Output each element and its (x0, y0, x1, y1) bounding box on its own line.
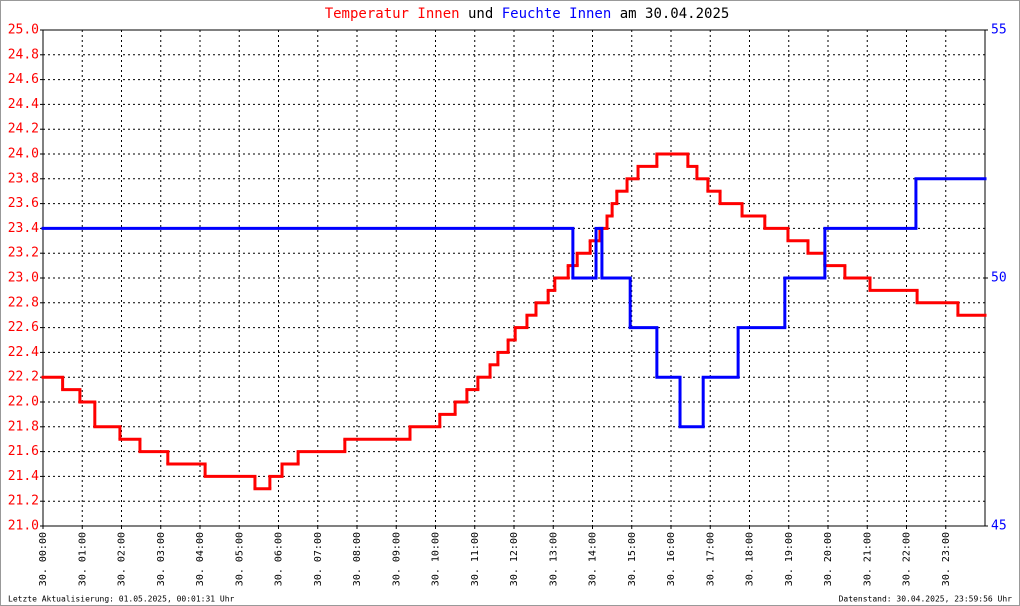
x-tick-label: 30. 00:00 (38, 532, 49, 586)
x-tick-label: 30. 23:00 (941, 532, 952, 586)
x-tick-label: 30. 12:00 (509, 532, 520, 586)
footer-left: Letzte Aktualisierung: 01.05.2025, 00:01… (8, 595, 235, 604)
y-tick-label: 21.2 (8, 494, 39, 509)
x-tick-label: 30. 16:00 (666, 532, 677, 586)
y2-tick-label: 45 (991, 519, 1007, 534)
x-tick-label: 30. 07:00 (313, 532, 324, 586)
x-tick-label: 30. 22:00 (902, 532, 913, 586)
footer-right: Datenstand: 30.04.2025, 23:59:56 Uhr (839, 595, 1013, 604)
y-tick-label: 22.2 (8, 370, 39, 385)
title-part: am 30.04.2025 (620, 6, 730, 22)
x-tick-label: 30. 18:00 (745, 532, 756, 586)
x-tick-label: 30. 06:00 (274, 532, 285, 586)
x-tick-label: 30. 11:00 (470, 532, 481, 586)
x-tick-label: 30. 21:00 (862, 532, 873, 586)
x-tick-label: 30. 01:00 (77, 532, 88, 586)
y-tick-label: 22.8 (8, 295, 39, 310)
y-tick-label: 23.2 (8, 246, 39, 261)
x-tick-label: 30. 14:00 (588, 532, 599, 586)
y-tick-label: 24.6 (8, 72, 39, 87)
y-tick-label: 24.8 (8, 47, 39, 62)
x-tick-label: 30. 13:00 (548, 532, 559, 586)
y-tick-label: 24.2 (8, 122, 39, 137)
x-tick-label: 30. 02:00 (117, 532, 128, 586)
y-tick-label: 23.8 (8, 171, 39, 186)
x-tick-label: 30. 15:00 (627, 532, 638, 586)
title-part: Feuchte Innen (502, 6, 612, 22)
y-tick-label: 24.0 (8, 147, 39, 162)
y-tick-label: 21.4 (8, 469, 39, 484)
x-tick-label: 30. 19:00 (784, 532, 795, 586)
y-tick-label: 22.4 (8, 345, 39, 360)
y-tick-label: 22.0 (8, 395, 39, 410)
x-tick-label: 30. 05:00 (234, 532, 245, 586)
title-part: und (468, 6, 493, 22)
y-tick-label: 24.4 (8, 97, 39, 112)
x-tick-label: 30. 04:00 (195, 532, 206, 586)
y-tick-label: 21.8 (8, 419, 39, 434)
y-tick-label: 21.6 (8, 444, 39, 459)
x-tick-label: 30. 20:00 (823, 532, 834, 586)
x-tick-label: 30. 03:00 (156, 532, 167, 586)
x-tick-label: 30. 09:00 (391, 532, 402, 586)
y-tick-label: 23.6 (8, 196, 39, 211)
x-tick-label: 30. 10:00 (431, 532, 442, 586)
y2-tick-label: 55 (991, 23, 1007, 38)
x-tick-label: 30. 17:00 (705, 532, 716, 586)
x-tick-label: 30. 08:00 (352, 532, 363, 586)
title-part: Temperatur Innen (325, 6, 460, 22)
y-tick-label: 22.6 (8, 320, 39, 335)
plot-border (42, 29, 986, 527)
y-tick-label: 21.0 (8, 519, 39, 534)
chart-title: Temperatur Innen und Feuchte Innen am 30… (325, 6, 730, 22)
y-tick-label: 25.0 (8, 23, 39, 38)
y-tick-label: 23.4 (8, 221, 39, 236)
y-tick-label: 23.0 (8, 271, 39, 286)
y2-tick-label: 50 (991, 271, 1007, 286)
